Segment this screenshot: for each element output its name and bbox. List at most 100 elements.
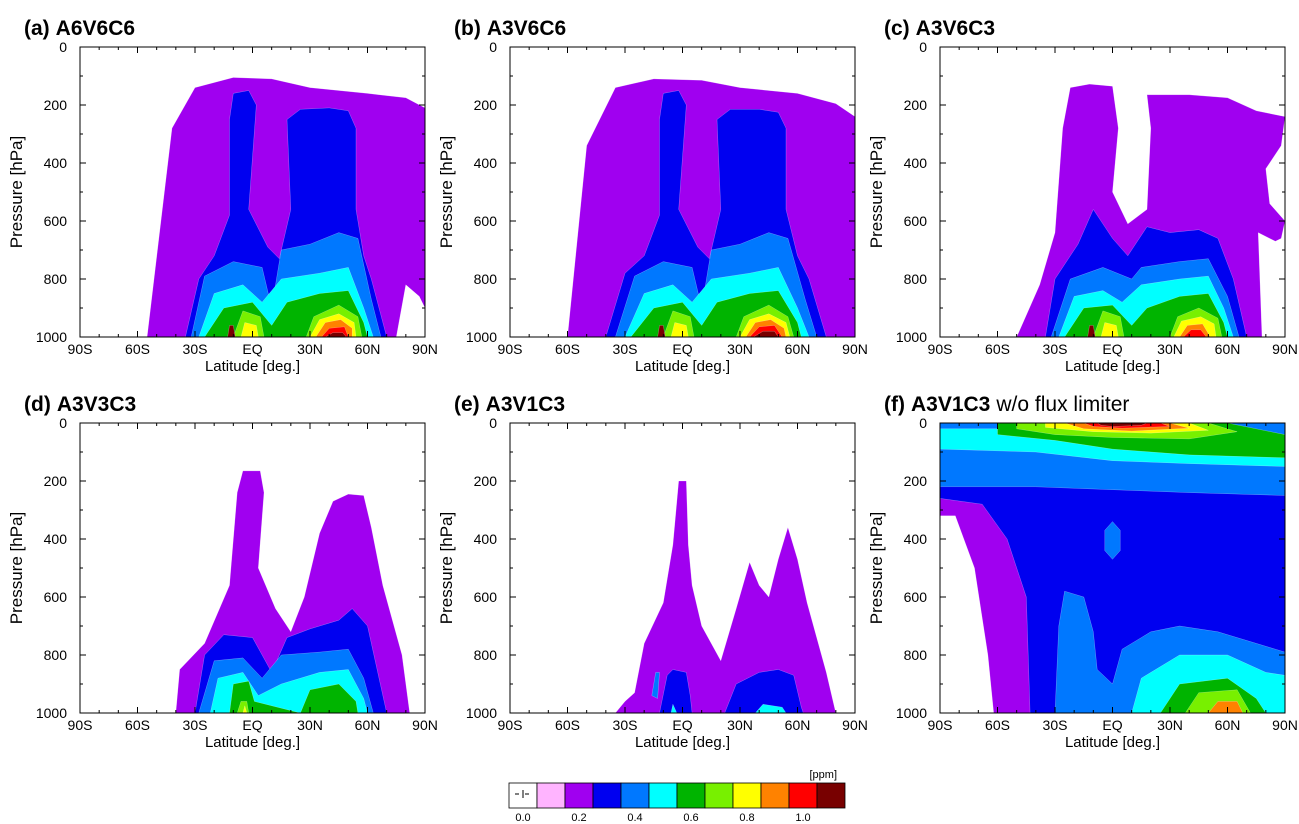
x-tick-label: EQ [242,717,262,733]
colorbar: 0.0 0.2 0.4 0.6 0.8 1.0 [ppm] [508,769,846,824]
x-tick-label: 60S [985,341,1010,357]
y-tick-label: 1000 [36,329,67,345]
y-tick-label: 800 [44,271,68,287]
contour-region [242,705,248,713]
y-tick-label: 200 [44,473,68,489]
y-tick-label: 200 [474,97,498,113]
x-tick-label: 30S [183,341,208,357]
y-tick-label: 800 [904,647,928,663]
x-tick-label: 60N [785,341,811,357]
contour-region [1096,423,1148,427]
colorbar-box [620,782,650,809]
y-axis-label: Pressure [hPa] [437,136,456,248]
x-tick-label: 60S [125,717,150,733]
x-axis-label: Latitude [deg.] [1065,734,1160,751]
contour-region [657,325,779,337]
y-tick-label: 1000 [896,329,927,345]
x-tick-label: 90S [498,717,523,733]
contour-fills [615,480,837,713]
y-tick-label: 800 [44,647,68,663]
y-tick-label: 0 [59,415,67,431]
y-tick-label: 200 [904,473,928,489]
panel-name: A3V3C3 [57,393,136,416]
panel-title: (d) A3V3C3 [24,393,136,416]
y-tick-label: 800 [474,271,498,287]
x-axis-label: Latitude [deg.] [205,734,300,751]
colorbar-tick-label: 1.0 [795,812,810,824]
y-tick-label: 600 [904,589,928,605]
y-tick-label: 600 [44,589,68,605]
y-tick-label: 1000 [466,705,497,721]
contour-region [229,680,359,713]
x-axis-label: Latitude [deg.] [205,358,300,375]
contour-region [1208,701,1244,713]
x-tick-label: 60S [555,341,580,357]
x-tick-label: EQ [1102,717,1122,733]
contour-fills [146,77,425,337]
contour-fills [1016,83,1285,337]
x-axis-label: Latitude [deg.] [635,734,730,751]
y-axis-label: Pressure [hPa] [7,136,26,248]
colorbar-tick-label: 0.4 [627,812,642,824]
panel-label: (f) [884,393,905,416]
y-tick-label: 0 [919,415,927,431]
y-axis-label: Pressure [hPa] [437,512,456,624]
y-tick-label: 400 [904,155,928,171]
colorbar-box [788,782,818,809]
y-tick-label: 0 [919,39,927,55]
x-tick-label: EQ [242,341,262,357]
contour-region [615,480,837,713]
panel-label: (c) [884,17,910,40]
colorbar-box [592,782,622,809]
y-tick-label: 0 [489,39,497,55]
panel-title-suffix: w/o flux limiter [995,393,1129,416]
panel-label: (a) [24,17,50,40]
x-tick-label: 90N [412,341,438,357]
x-tick-label: 30N [727,341,753,357]
colorbar-unit: [ppm] [809,769,837,781]
x-tick-label: 90N [1272,717,1298,733]
x-tick-label: 60N [355,341,381,357]
y-tick-label: 600 [474,589,498,605]
x-tick-label: 90N [412,717,438,733]
x-tick-label: 90S [68,341,93,357]
x-tick-label: 30N [1157,717,1183,733]
y-tick-label: 200 [44,97,68,113]
x-tick-label: 60N [355,717,381,733]
y-tick-label: 200 [904,97,928,113]
contour-fills [940,423,1285,713]
panel-name: A3V1C3 [486,393,565,416]
x-tick-label: 30S [1043,717,1068,733]
y-tick-label: 400 [44,155,68,171]
contour-region [1104,521,1121,560]
y-tick-label: 0 [59,39,67,55]
x-tick-label: 60N [785,717,811,733]
x-tick-label: 90N [842,341,868,357]
colorbar-tick-label: 0.2 [571,812,586,824]
y-tick-label: 0 [489,415,497,431]
panel-title: (e) A3V1C3 [454,393,565,416]
panel-a: 90S 60S 30S EQ 30N 60N 90N 0 200 400 600 800 1000 Lat… [7,17,438,375]
x-axis-label: Latitude [deg.] [635,358,730,375]
y-tick-label: 800 [904,271,928,287]
panel-title: (c) A3V6C3 [884,17,995,40]
x-tick-label: 30N [297,341,323,357]
colorbar-tick-label: 0.6 [683,812,698,824]
x-tick-label: 90S [928,341,953,357]
panel-d: 90S 60S 30S EQ 30N 60N 90N 0 200 400 600 800 1000 Lat… [7,393,438,751]
contour-fills [567,78,855,337]
panel-name: A6V6C6 [56,17,135,40]
y-tick-label: 600 [44,213,68,229]
x-tick-label: 60N [1215,717,1241,733]
panel-c: 90S 60S 30S EQ 30N 60N 90N 0 200 400 600 800 1000 Lat… [867,17,1298,375]
x-tick-label: 90S [68,717,93,733]
colorbar-box [760,782,790,809]
x-tick-label: 90N [1272,341,1298,357]
x-tick-label: 60S [125,341,150,357]
colorbar-box [732,782,762,809]
contour-region [670,703,787,713]
y-tick-label: 400 [44,531,68,547]
panel-title: (b) A3V6C6 [454,17,566,40]
y-axis-label: Pressure [hPa] [7,512,26,624]
contour-region [651,672,660,699]
